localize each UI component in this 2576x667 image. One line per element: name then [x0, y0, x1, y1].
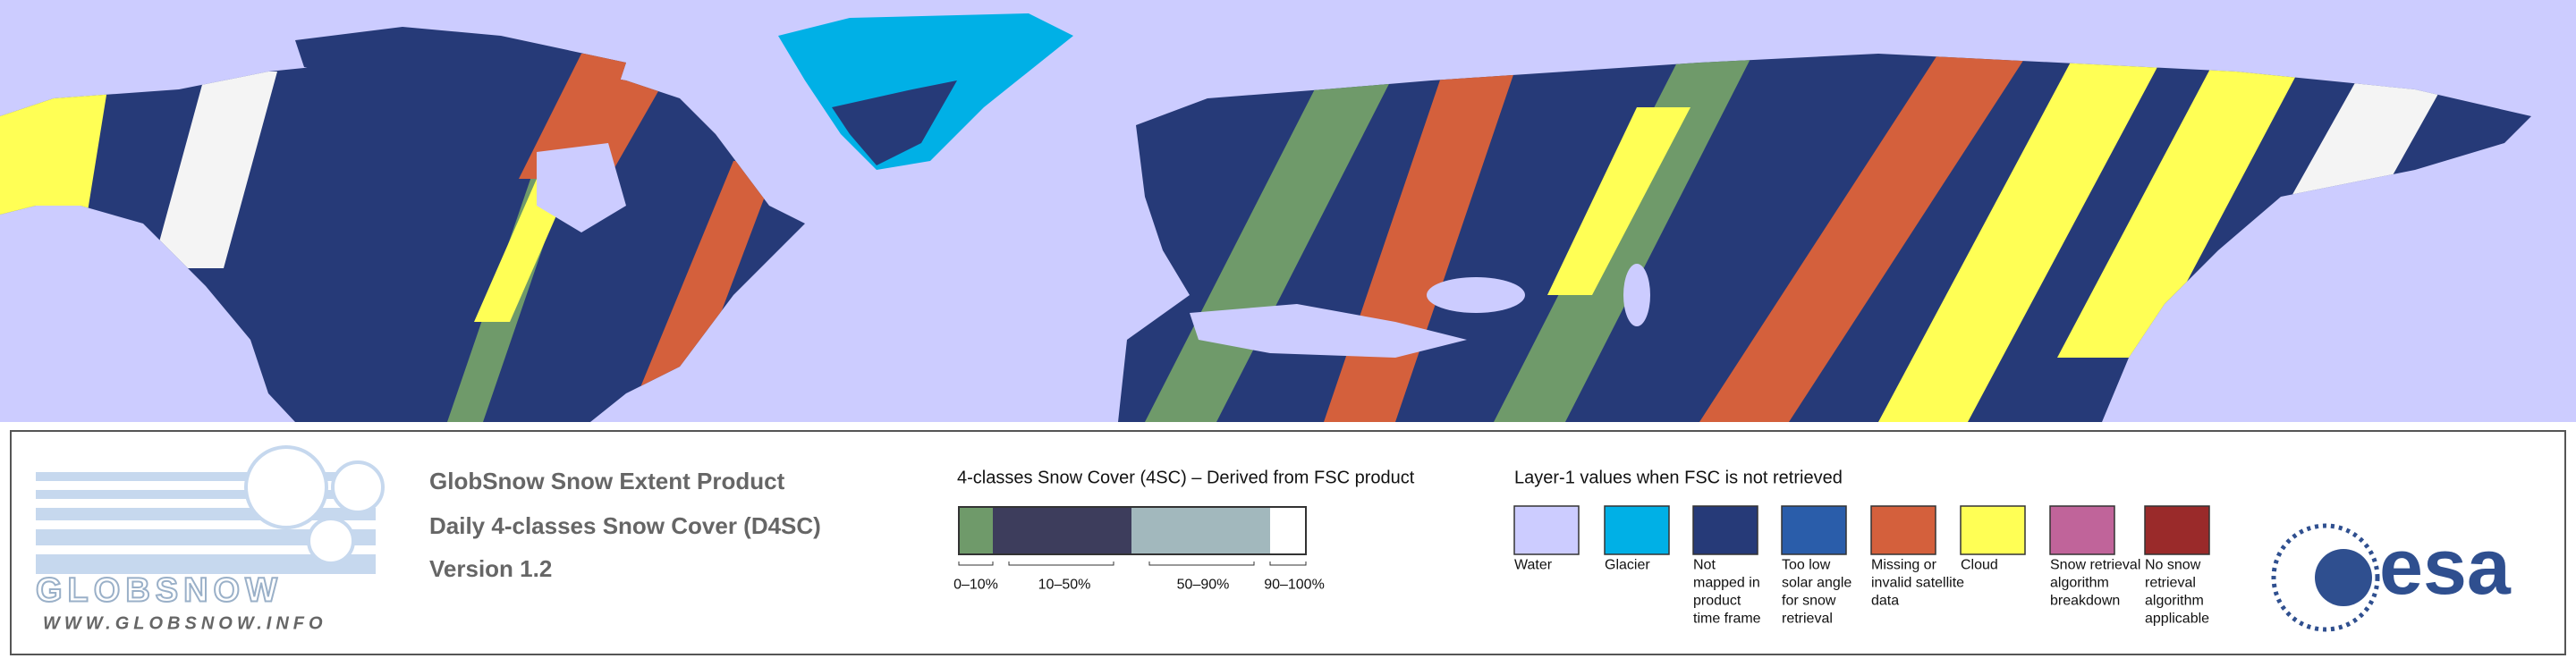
legend-label: retrieval	[2145, 575, 2196, 590]
legend-swatch	[2049, 505, 2115, 555]
legend-title: Layer-1 values when FSC is not retrieved	[1514, 469, 1843, 488]
product-line: Version 1.2	[429, 555, 552, 582]
legend-label: Too low	[1782, 557, 1831, 572]
legend-label: mapped in	[1693, 575, 1760, 590]
legend-swatch	[1870, 505, 1936, 555]
legend-label: retrieval	[1782, 611, 1833, 626]
legend-label: applicable	[2145, 611, 2209, 626]
class-label: 90–100%	[1264, 577, 1325, 592]
legend-label: time frame	[1693, 611, 1761, 626]
globsnow-logo: GLOBSNOW WWW.GLOBSNOW.INFO	[35, 445, 385, 634]
legend-swatch	[1781, 505, 1847, 555]
legend-label: Missing or	[1871, 557, 1937, 572]
legend-label: Snow retrieval	[2050, 557, 2140, 572]
legend-swatch	[1513, 505, 1580, 555]
legend-label: data	[1871, 593, 1899, 608]
legend-label: for snow	[1782, 593, 1836, 608]
legend-4sc: 4-classes Snow Cover (4SC) – Derived fro…	[953, 469, 1415, 593]
legend-label: Not	[1693, 557, 1716, 572]
legend-label: algorithm	[2050, 575, 2109, 590]
class-label: 0–10%	[953, 577, 998, 592]
product-line: Daily 4-classes Snow Cover (D4SC)	[429, 512, 821, 539]
agency-name: esa	[2379, 522, 2512, 611]
legend-label: Glacier	[1605, 557, 1650, 572]
legend-swatch	[1604, 505, 1670, 555]
map	[0, 0, 2576, 422]
logo-url: WWW.GLOBSNOW.INFO	[43, 614, 327, 634]
esa-logo: esa	[2271, 522, 2512, 632]
legend-swatch	[1692, 505, 1758, 555]
product-line: GlobSnow Snow Extent Product	[429, 468, 785, 494]
legend-layer1: Layer-1 values when FSC is not retrieved…	[1513, 469, 2210, 626]
legend-label: algorithm	[2145, 593, 2204, 608]
class-label: 50–90%	[1177, 577, 1230, 592]
legend-label: product	[1693, 593, 1741, 608]
legend-label: breakdown	[2050, 593, 2120, 608]
class-label: 10–50%	[1038, 577, 1091, 592]
legend-label: No snow	[2145, 557, 2201, 572]
logo-name: GLOBSNOW	[36, 571, 283, 609]
legend-swatch	[1960, 505, 2026, 555]
legend-label: Water	[1514, 557, 1553, 572]
legend-label: solar angle	[1782, 575, 1852, 590]
legend-title: 4-classes Snow Cover (4SC) – Derived fro…	[957, 469, 1415, 488]
legend-label: Cloud	[1961, 557, 1998, 572]
legend-label: invalid satellite	[1871, 575, 1964, 590]
legend-swatch	[2144, 505, 2210, 555]
